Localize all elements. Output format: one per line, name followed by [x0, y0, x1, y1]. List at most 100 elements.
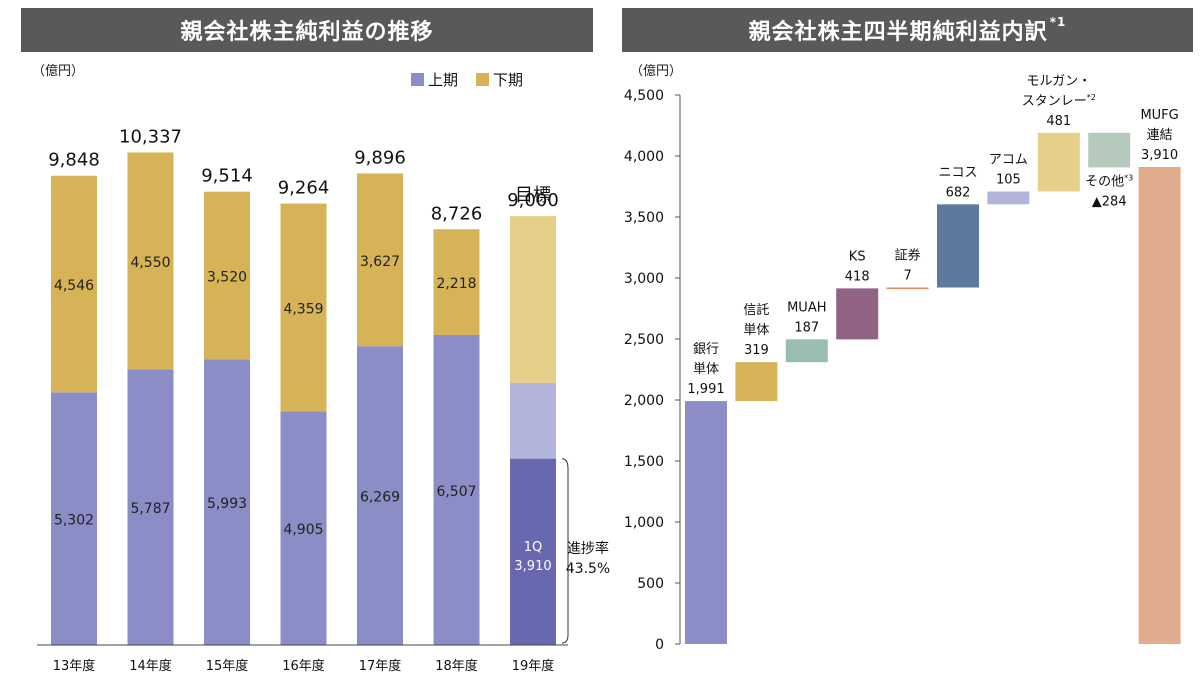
- waterfall-category-label: KS: [849, 249, 866, 264]
- left-chart-title: 親会社株主純利益の推移: [180, 20, 434, 45]
- y-tick-label: 4,000: [624, 149, 664, 165]
- data-label-second-half: 4,550: [130, 255, 170, 271]
- waterfall-bar: [685, 401, 727, 644]
- progress-label: 進捗率: [567, 540, 609, 557]
- bar-second-half: [433, 229, 480, 335]
- left-unit-label: （億円）: [32, 63, 84, 79]
- y-tick-label: 1,000: [624, 515, 664, 531]
- waterfall-bar: [1138, 166, 1181, 645]
- waterfall-category-label: 単体: [743, 322, 769, 338]
- right-chart-title-banner: 親会社株主四半期純利益内訳 *1: [622, 8, 1193, 52]
- category-label: 14年度: [129, 658, 172, 674]
- waterfall-value-label: 3,910: [1141, 148, 1178, 163]
- waterfall-value-label: 481: [1046, 114, 1071, 129]
- waterfall-label-note: *3: [1124, 173, 1133, 182]
- y-tick-label: 1,500: [624, 454, 664, 470]
- bar-second-half: [204, 191, 250, 360]
- waterfall-bar: [1088, 132, 1131, 168]
- waterfall-bar: [886, 287, 929, 290]
- progress-value: 43.5%: [566, 561, 610, 577]
- waterfall-bar: [1037, 132, 1080, 192]
- total-label: 9,264: [278, 178, 330, 199]
- legend-swatch-first-half: [411, 73, 424, 86]
- waterfall-value-label: ▲284: [1092, 194, 1127, 209]
- y-tick-label: 0: [655, 637, 664, 653]
- total-label: 8,726: [431, 203, 483, 224]
- left-chart-title-banner: 親会社株主純利益の推移: [21, 8, 593, 52]
- bar-target-first-half: [510, 382, 556, 459]
- waterfall-category-label: 単体: [693, 361, 719, 377]
- bar-second-half: [127, 152, 174, 370]
- waterfall-bar: [785, 339, 828, 363]
- waterfall-category-label: MUFG: [1140, 108, 1178, 123]
- waterfall-bar: [735, 362, 778, 402]
- data-label-second-half: 3,520: [207, 270, 247, 286]
- bar-first-half: [433, 334, 480, 645]
- y-tick-label: 2,500: [624, 332, 664, 348]
- waterfall-value-label: 1,991: [687, 382, 724, 397]
- y-tick-label: 500: [637, 576, 664, 592]
- y-tick-label: 3,000: [624, 271, 664, 287]
- waterfall-bar: [937, 204, 979, 288]
- waterfall-bar: [836, 288, 879, 340]
- total-label: 10,337: [119, 126, 182, 147]
- bar-first-half: [280, 411, 327, 645]
- bar-second-half: [357, 173, 403, 347]
- y-tick-label: 4,500: [624, 88, 664, 104]
- q1-label: 1Q: [524, 540, 543, 555]
- bar-q1-actual: [510, 458, 556, 645]
- data-label-second-half: 4,546: [54, 278, 94, 294]
- waterfall-category-label: 連結: [1147, 128, 1173, 143]
- y-tick-label: 2,000: [624, 393, 664, 409]
- data-label-first-half: 5,302: [54, 513, 94, 529]
- target-total-label: 9,000: [507, 190, 559, 211]
- category-label: 16年度: [282, 658, 325, 674]
- category-label: 19年度: [512, 658, 555, 674]
- bar-second-half: [51, 175, 97, 393]
- data-label-first-half: 6,507: [436, 484, 476, 500]
- total-label: 9,848: [48, 150, 100, 171]
- waterfall-category-label: ニコス: [938, 165, 977, 180]
- category-label: 18年度: [435, 658, 478, 674]
- q1-value-label: 3,910: [514, 559, 551, 574]
- waterfall-label-note: *2: [1087, 93, 1096, 102]
- waterfall-value-label: 319: [744, 343, 769, 358]
- data-label-second-half: 3,627: [360, 254, 400, 270]
- waterfall-category-label: MUAH: [787, 300, 826, 315]
- waterfall-category-label: 銀行: [693, 342, 719, 357]
- bar-second-half: [280, 203, 327, 412]
- progress-bracket: [561, 458, 569, 644]
- waterfall-value-label: 105: [996, 173, 1021, 188]
- data-label-first-half: 5,993: [207, 496, 247, 512]
- waterfall-value-label: 187: [794, 320, 819, 335]
- bar-first-half: [51, 392, 97, 645]
- bar-first-half: [357, 346, 403, 645]
- total-label: 9,896: [354, 147, 406, 168]
- data-label-first-half: 5,787: [130, 501, 170, 517]
- total-label: 9,514: [201, 166, 253, 187]
- data-label-first-half: 6,269: [360, 490, 400, 506]
- category-label: 15年度: [206, 658, 249, 674]
- bar-target-remaining: [510, 216, 556, 383]
- waterfall-bar: [987, 191, 1030, 205]
- bar-first-half: [204, 359, 250, 645]
- waterfall-category-label: 証券: [895, 248, 921, 264]
- category-label: 17年度: [359, 658, 402, 674]
- waterfall-category-label: アコム: [989, 153, 1028, 168]
- legend-swatch-second-half: [476, 73, 489, 86]
- waterfall-category-label: 信託: [743, 302, 769, 318]
- y-tick-label: 3,500: [624, 210, 664, 226]
- right-chart-title-note: *1: [1049, 15, 1067, 29]
- legend-label-first-half: 上期: [428, 71, 458, 89]
- waterfall-category-label: スタンレー*2: [1022, 93, 1096, 109]
- target-label: 目標: [515, 185, 551, 206]
- waterfall-value-label: 682: [946, 185, 971, 200]
- data-label-first-half: 4,905: [283, 522, 323, 538]
- waterfall-value-label: 418: [845, 269, 870, 284]
- legend-label-second-half: 下期: [493, 71, 523, 89]
- bar-first-half: [127, 369, 174, 645]
- data-label-second-half: 4,359: [283, 301, 323, 317]
- category-label: 13年度: [53, 658, 96, 674]
- waterfall-category-label: モルガン・: [1026, 74, 1091, 89]
